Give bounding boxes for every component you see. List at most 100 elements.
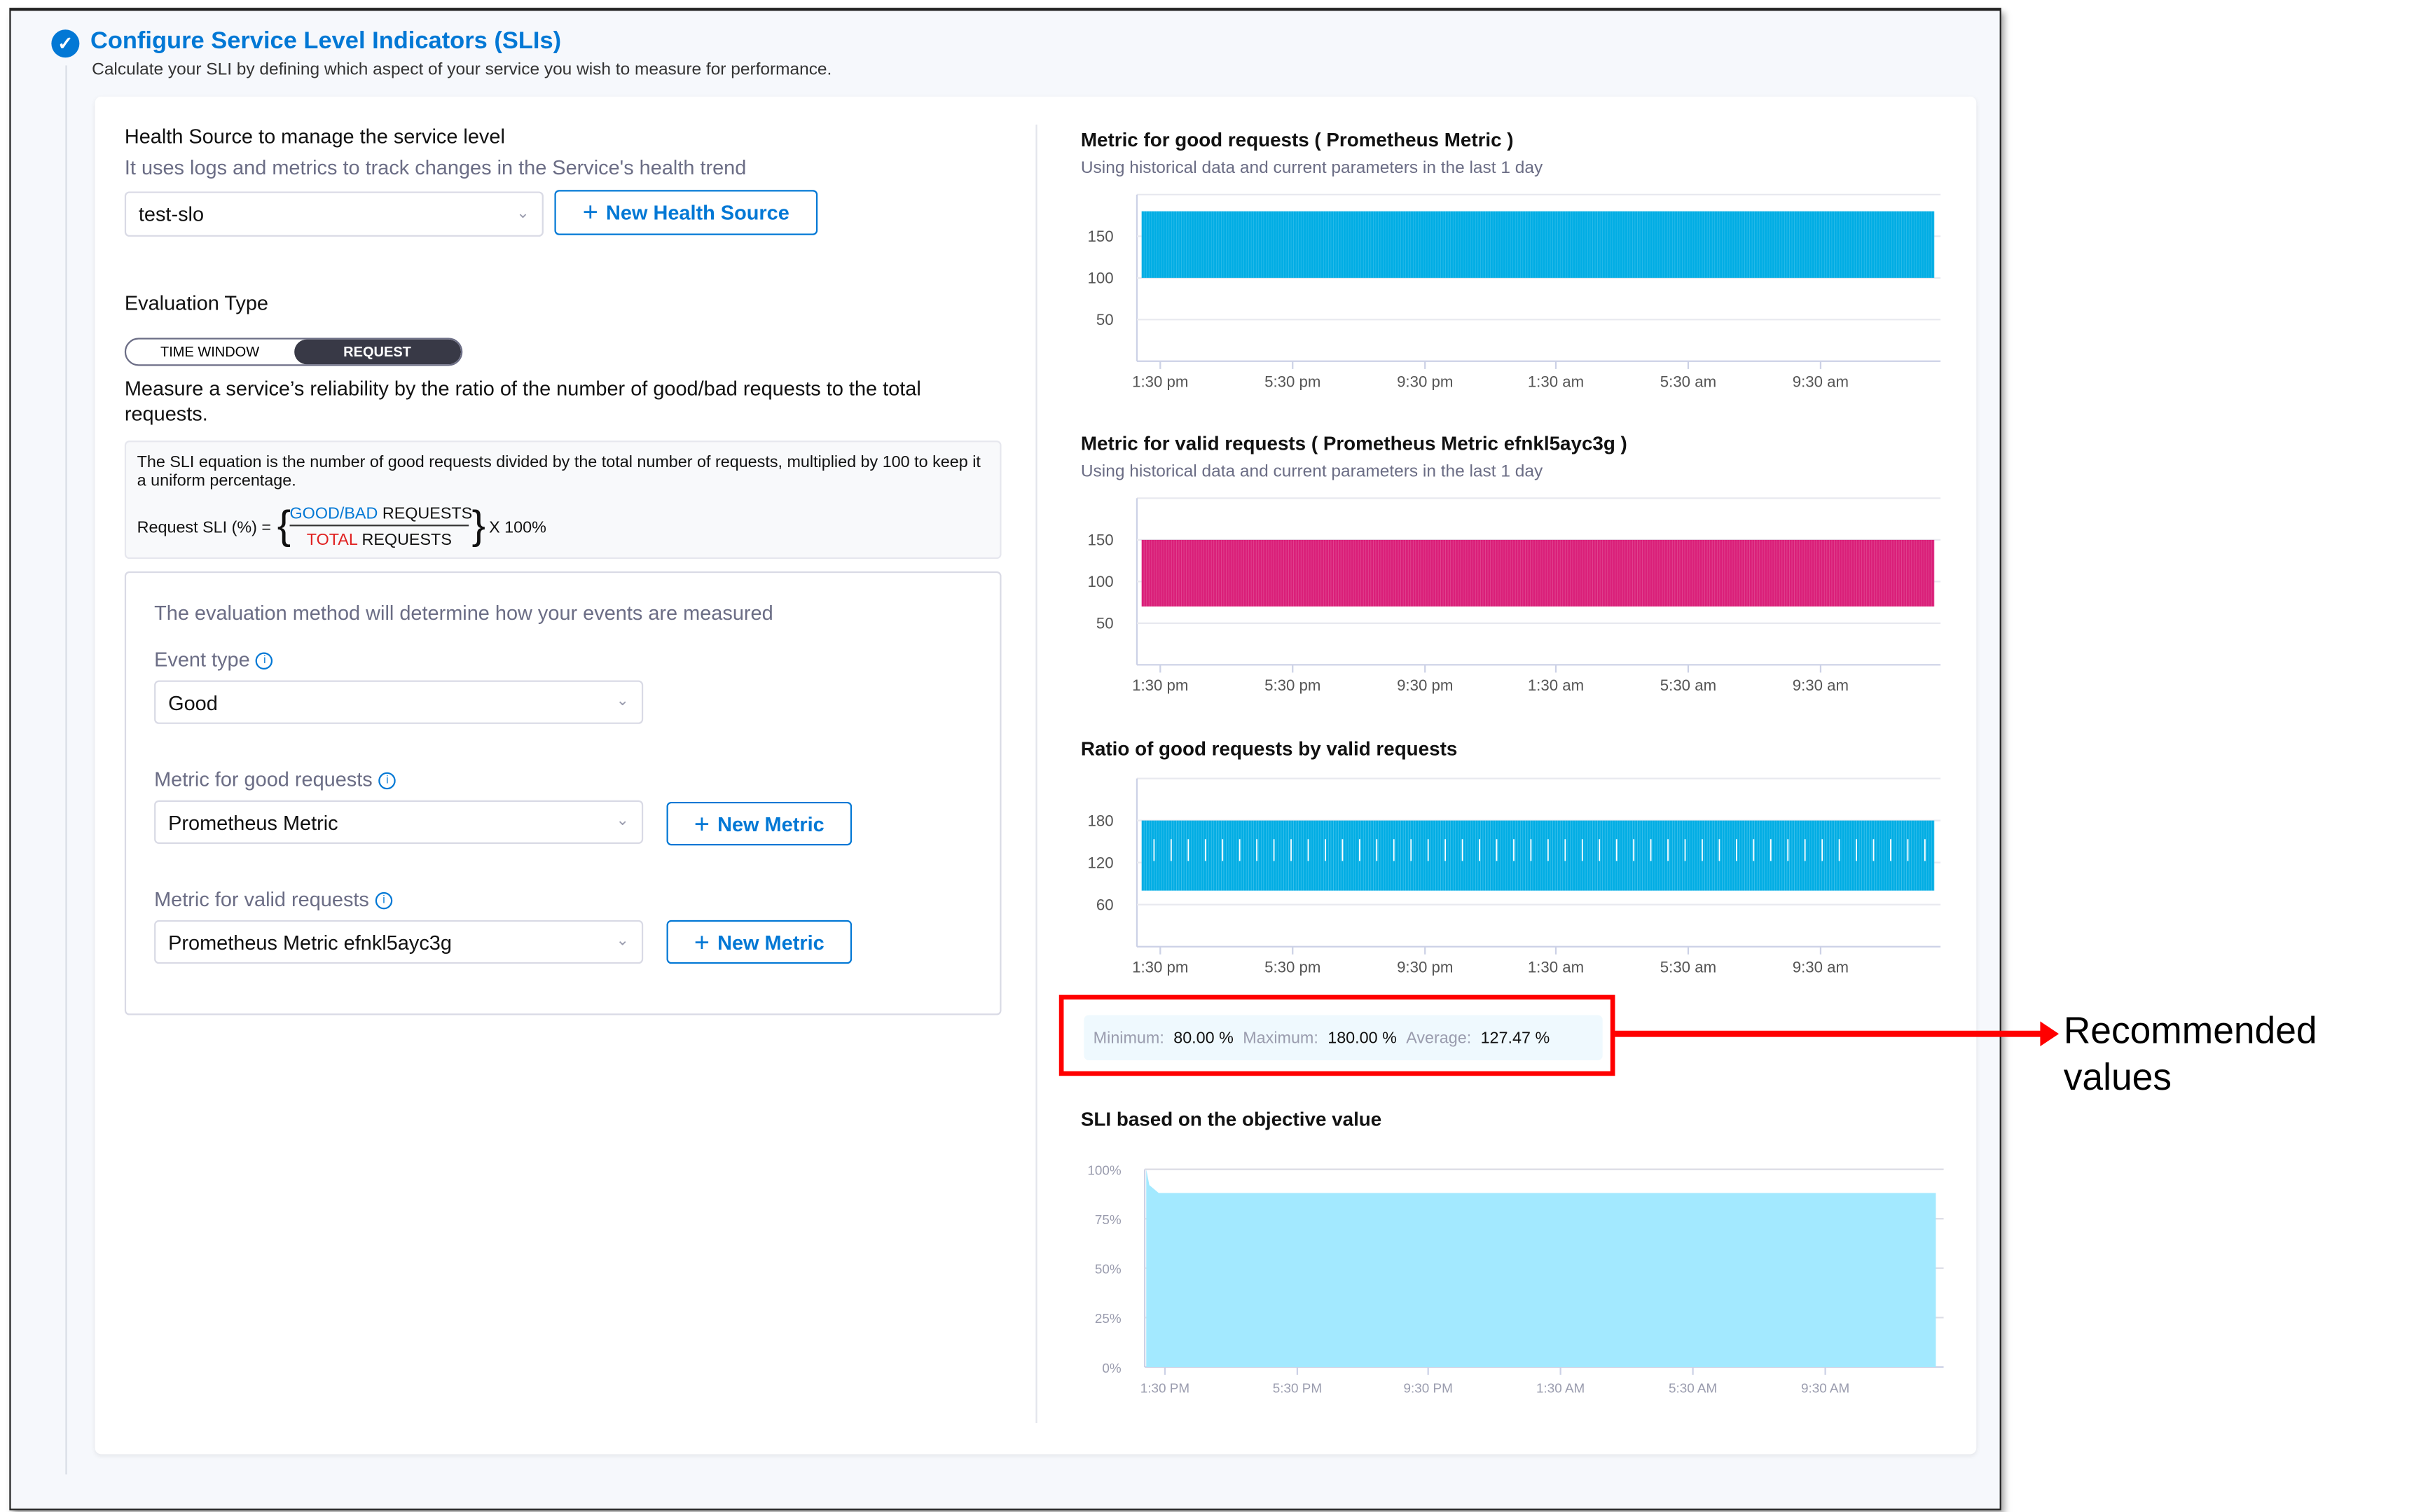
y-tick-label: 100% <box>1087 1163 1121 1178</box>
good-chart-title: Metric for good requests ( Prometheus Me… <box>1080 129 1514 151</box>
method-intro: The evaluation method will determine how… <box>154 601 773 625</box>
annotation-line-1: Recommended <box>2063 1010 2317 1053</box>
y-tick-label: 120 <box>1088 854 1114 871</box>
x-tick-label: 5:30 pm <box>1264 373 1320 390</box>
new-metric-label: New Metric <box>717 930 825 954</box>
x-tick-label: 1:30 pm <box>1132 958 1188 976</box>
ratio-chart-title: Ratio of good requests by valid requests <box>1080 737 1458 760</box>
max-value: 180.00 % <box>1327 1028 1397 1048</box>
y-tick-label: 50% <box>1095 1263 1122 1277</box>
y-tick-label: 0% <box>1102 1361 1121 1376</box>
plus-icon: + <box>582 197 598 228</box>
health-source-value: test-slo <box>138 202 205 226</box>
column-divider <box>1035 124 1037 1424</box>
x-tick-label: 5:30 pm <box>1264 677 1320 694</box>
new-valid-metric-button[interactable]: + New Metric <box>666 920 853 964</box>
min-label: Minimum: <box>1093 1028 1164 1048</box>
annotation-arrow-line <box>1615 1030 2046 1037</box>
numerator-requests: REQUESTS <box>382 504 473 523</box>
sli-equation-text: The SLI equation is the number of good r… <box>137 452 981 491</box>
good-chart-subtitle: Using historical data and current parame… <box>1080 158 1543 178</box>
health-source-description: It uses logs and metrics to track change… <box>124 155 747 179</box>
x-tick-label: 9:30 pm <box>1397 373 1453 390</box>
x-tick-label: 5:30 AM <box>1669 1382 1717 1396</box>
annotation-line-2: values <box>2063 1057 2172 1100</box>
equation-numerator: GOOD/BAD REQUESTS <box>289 504 473 527</box>
new-health-source-label: New Health Source <box>605 200 789 225</box>
x-tick-label: 9:30 AM <box>1801 1382 1849 1396</box>
denominator-total: TOTAL <box>306 531 357 550</box>
page-subtitle: Calculate your SLI by defining which asp… <box>92 60 832 80</box>
chevron-down-icon: ⌄ <box>616 693 630 710</box>
annotation-highlight-box <box>1058 994 1615 1076</box>
y-tick-label: 75% <box>1095 1213 1122 1228</box>
good-metric-value: Prometheus Metric <box>168 810 338 834</box>
y-tick-label: 100 <box>1088 270 1114 287</box>
annotation-arrow-head-icon <box>2040 1021 2060 1046</box>
health-source-select[interactable]: test-slo ⌄ <box>124 191 544 237</box>
y-tick-label: 150 <box>1088 532 1114 549</box>
new-good-metric-button[interactable]: + New Metric <box>666 801 853 846</box>
x-tick-label: 9:30 am <box>1793 373 1849 390</box>
y-tick-label: 60 <box>1096 896 1114 913</box>
valid-chart-title: Metric for valid requests ( Prometheus M… <box>1080 433 1627 455</box>
x-tick-label: 1:30 pm <box>1132 373 1188 390</box>
x-tick-label: 1:30 am <box>1528 677 1584 694</box>
avg-value: 127.47 % <box>1480 1028 1550 1048</box>
y-tick-label: 180 <box>1088 812 1114 829</box>
avg-label: Average: <box>1406 1028 1472 1048</box>
series-line <box>1141 539 1935 607</box>
event-type-label-text: Event type <box>154 647 250 672</box>
y-tick-label: 25% <box>1095 1312 1122 1326</box>
good-metric-select[interactable]: Prometheus Metric ⌄ <box>154 800 644 844</box>
x-tick-label: 9:30 PM <box>1404 1382 1453 1396</box>
series-band <box>1141 539 1935 607</box>
valid-metric-select[interactable]: Prometheus Metric efnkl5ayc3g ⌄ <box>154 920 644 964</box>
good-metric-label: Metric for good requests i <box>154 768 396 791</box>
toggle-request[interactable]: REQUEST <box>294 339 462 365</box>
evaluation-description: Measure a service’s reliability by the r… <box>124 377 921 425</box>
x-tick-label: 5:30 am <box>1660 958 1716 976</box>
toggle-time-window[interactable]: TIME WINDOW <box>160 344 260 360</box>
x-tick-label: 1:30 pm <box>1132 677 1188 694</box>
info-icon[interactable]: i <box>378 772 396 790</box>
event-type-label: Event type i <box>154 647 274 672</box>
info-icon[interactable]: i <box>375 892 393 910</box>
new-health-source-button[interactable]: + New Health Source <box>554 190 818 235</box>
x-tick-label: 5:30 am <box>1660 373 1716 390</box>
good-metric-label-text: Metric for good requests <box>154 768 373 791</box>
x-tick-label: 9:30 pm <box>1397 958 1453 976</box>
max-label: Maximum: <box>1243 1028 1318 1048</box>
chart-0: 150 100 50 1:30 pm 5:30 pm 9:30 pm 1:30 am 5:30… <box>1088 193 1941 390</box>
valid-metric-label: Metric for valid requests i <box>154 887 393 911</box>
x-tick-label: 5:30 PM <box>1273 1382 1322 1396</box>
equation-multiplier: X 100% <box>489 518 546 538</box>
x-tick-label: 5:30 am <box>1660 677 1716 694</box>
bracket-right: } <box>471 501 485 548</box>
new-metric-label: New Metric <box>717 812 825 835</box>
health-source-title: Health Source to manage the service leve… <box>124 124 505 148</box>
x-tick-label: 9:30 am <box>1793 958 1849 976</box>
chevron-down-icon: ⌄ <box>616 812 630 830</box>
step-complete-check-icon: ✓ <box>51 29 80 58</box>
series-band <box>1141 211 1935 278</box>
page-title: Configure Service Level Indicators (SLIs… <box>90 28 562 55</box>
denominator-requests: REQUESTS <box>361 531 452 550</box>
x-tick-label: 5:30 pm <box>1264 958 1320 976</box>
evaluation-type-toggle: TIME WINDOW REQUEST <box>124 338 463 366</box>
evaluation-method-box: The evaluation method will determine how… <box>124 571 1002 1015</box>
info-icon[interactable]: i <box>256 652 274 670</box>
x-tick-label: 1:30 PM <box>1140 1382 1189 1396</box>
equation-label: Request SLI (%) = <box>137 518 272 538</box>
x-tick-label: 9:30 am <box>1793 677 1849 694</box>
recommended-stats: Minimum: 80.00 % Maximum: 180.00 % Avera… <box>1084 1015 1603 1060</box>
series-spikes <box>1153 839 1926 861</box>
y-tick-label: 150 <box>1088 228 1114 245</box>
sli-chart-title: SLI based on the objective value <box>1080 1108 1382 1131</box>
min-value: 80.00 % <box>1173 1028 1234 1048</box>
evaluation-type-title: Evaluation Type <box>124 291 269 315</box>
event-type-select[interactable]: Good ⌄ <box>154 680 644 724</box>
series-line <box>1141 211 1935 278</box>
